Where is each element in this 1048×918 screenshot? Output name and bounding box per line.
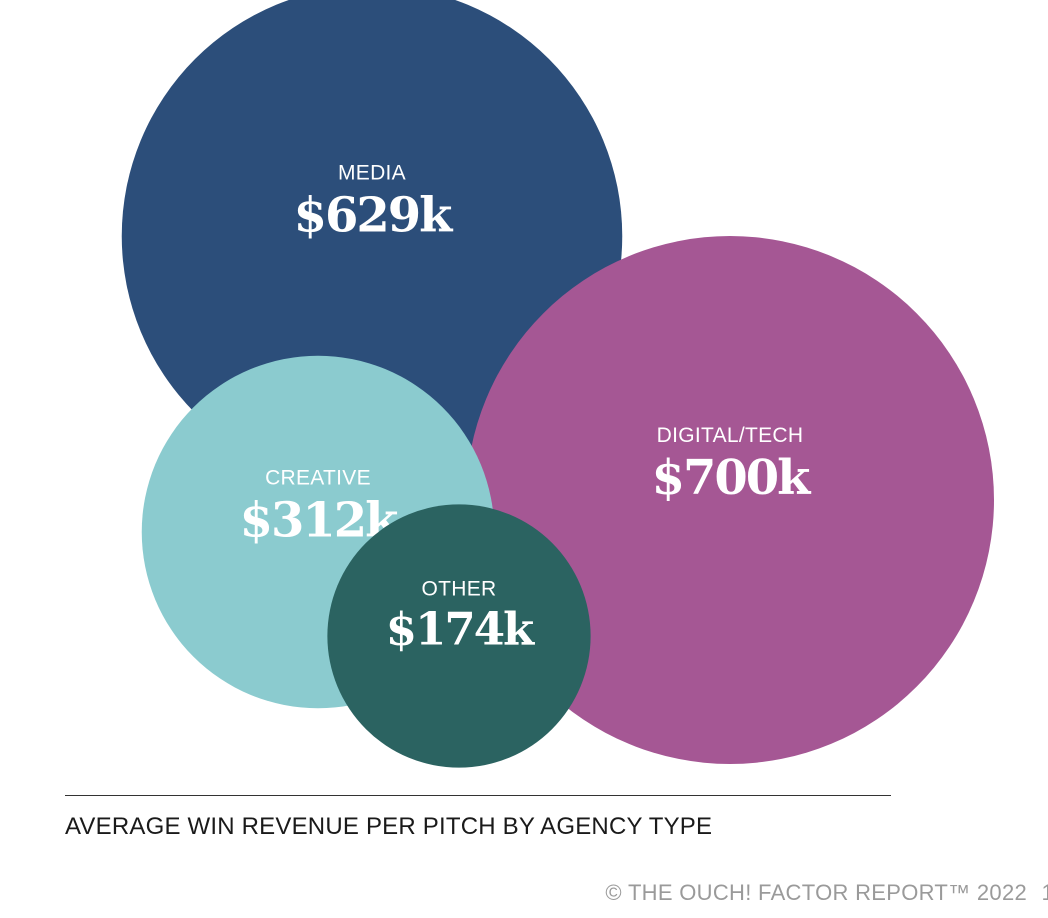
bubble-other: OTHER$174k (327, 504, 591, 768)
bubble-media: MEDIA $629k (121, 0, 623, 487)
bubble-chart: MEDIA$629kDIGITAL/TECH$700kCREATIVE$312k… (121, 0, 994, 768)
bubble-value-digital-tech: $700k (652, 450, 813, 506)
bubble-circle-media (121, 0, 623, 487)
chart-title: AVERAGE WIN REVENUE PER PITCH BY AGENCY … (65, 813, 713, 840)
bubble-label-digital-tech: DIGITAL/TECH (657, 424, 804, 447)
bubble-digital-tech: DIGITAL/TECH $700k (466, 236, 994, 764)
bubble-label-media: MEDIA (338, 162, 406, 185)
caption-divider (65, 795, 891, 796)
bubble-circle-other (327, 504, 591, 768)
bubble-label-other: OTHER (422, 577, 497, 600)
page-number: 1 (1041, 880, 1048, 905)
copyright-text: © THE OUCH! FACTOR REPORT™ 2022 (605, 880, 1028, 905)
bubble-value-other: $174k (386, 602, 535, 655)
bubble-value-media: $629k (294, 188, 455, 244)
footer-copyright: © THE OUCH! FACTOR REPORT™ 2022 1 (605, 880, 1048, 906)
bubble-circle-digital-tech (466, 236, 994, 764)
bubble-label-creative: CREATIVE (265, 466, 371, 489)
